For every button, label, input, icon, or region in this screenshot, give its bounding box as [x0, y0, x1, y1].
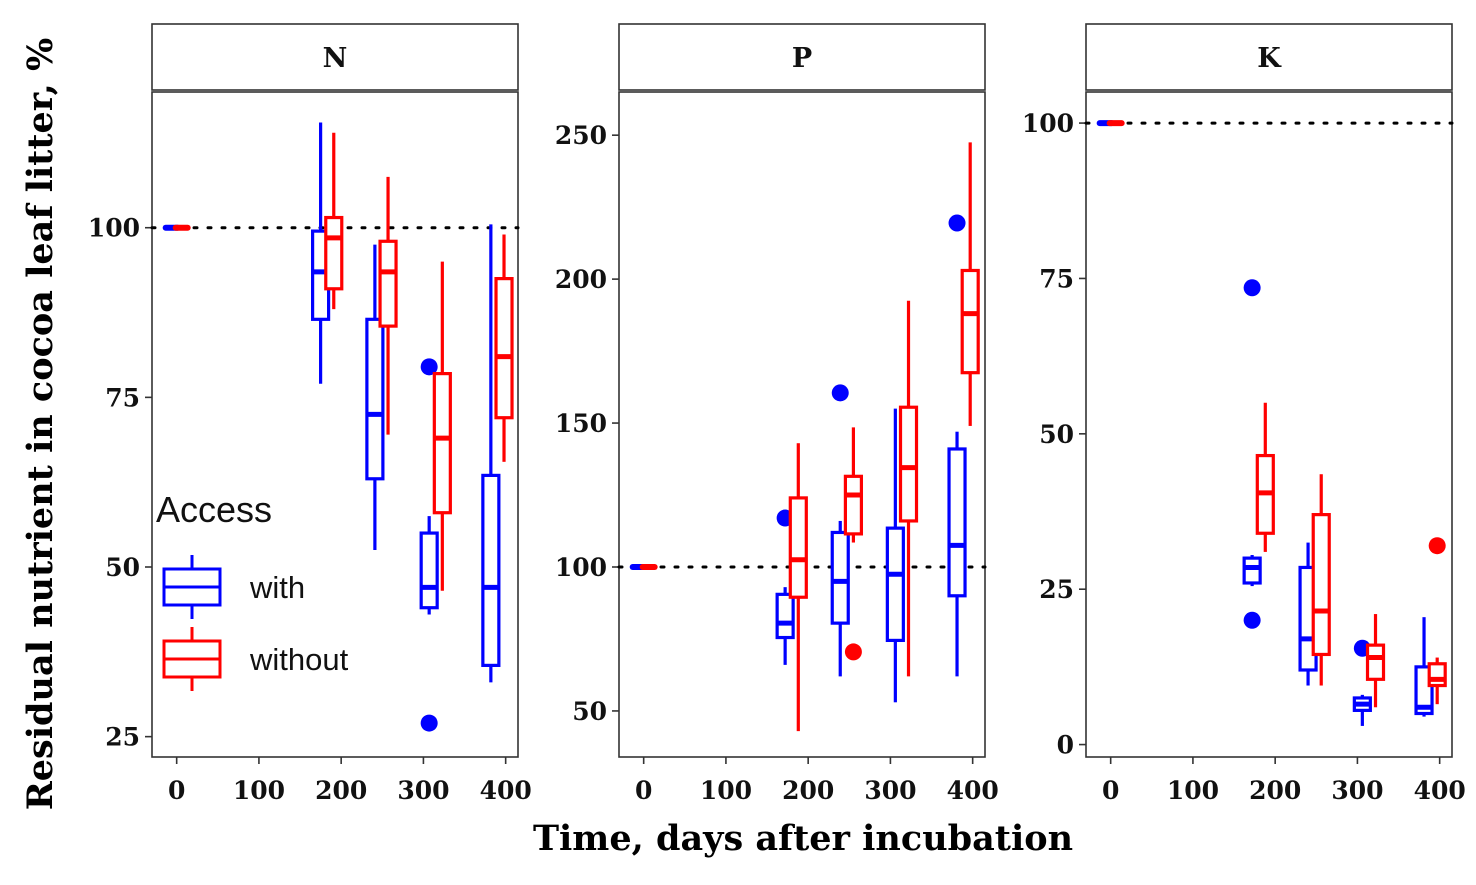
legend-label-without: without: [249, 642, 349, 677]
outlier-point: [420, 714, 438, 732]
box-iqr: [788, 496, 808, 599]
y-tick-label: 250: [555, 121, 607, 150]
x-tick-label: 200: [1249, 776, 1301, 805]
box-iqr: [1365, 643, 1386, 681]
y-tick-label: 25: [1039, 575, 1074, 604]
y-tick-label: 100: [88, 214, 140, 243]
box-with-day-307: [419, 358, 439, 732]
box-with-day-241: [365, 244, 385, 551]
box-iqr: [494, 277, 514, 420]
x-tick-label: 400: [480, 776, 532, 805]
x-tick-label: 0: [1102, 776, 1119, 805]
box-without-day-257: [378, 176, 398, 435]
box-without-day-188: [1255, 402, 1275, 552]
box-iqr: [365, 317, 385, 481]
box-iqr: [1311, 513, 1331, 657]
panel-frame: [618, 91, 986, 758]
x-tick-label: 300: [397, 776, 449, 805]
box-iqr: [432, 372, 452, 515]
box-without-day-322: [898, 300, 919, 677]
box-without-day-188: [788, 443, 808, 732]
box-without-day-398: [494, 234, 514, 462]
box-without-day-397: [1427, 537, 1447, 705]
box-iqr: [1242, 556, 1262, 585]
outlier-point: [1243, 279, 1261, 297]
y-tick-label: 75: [105, 383, 140, 412]
y-tick-label: 100: [555, 553, 607, 582]
panel-p: P 50 100 150 200 250 0 100 200 300 400: [555, 23, 999, 805]
legend: Access with without: [156, 489, 349, 691]
y-tick-label: 0: [1057, 731, 1074, 760]
box-with-day-382: [481, 224, 501, 683]
panel-n: N 25 50 75 100 0 100 200 300 400: [88, 23, 532, 805]
y-tick-label: 150: [555, 409, 607, 438]
box-iqr: [960, 268, 980, 375]
y-tick-label: 75: [1039, 264, 1074, 293]
box-with-day-239: [830, 384, 850, 677]
outlier-point: [1428, 537, 1446, 555]
x-tick-label: 400: [947, 776, 999, 805]
x-tick-label: 0: [635, 776, 652, 805]
y-tick-label: 50: [1039, 420, 1074, 449]
box-without-day-256: [1311, 474, 1331, 686]
x-tick-label: 100: [700, 776, 752, 805]
outlier-point: [844, 643, 862, 661]
y-axis-title: Residual nutrient in cocoa leaf litter, …: [20, 38, 61, 811]
box-iqr: [775, 592, 795, 640]
facet-strip: [151, 23, 519, 91]
x-tick-label: 0: [168, 776, 185, 805]
box-iqr: [378, 239, 398, 328]
legend-label-with: with: [249, 570, 305, 605]
box-iqr: [885, 526, 905, 643]
box-with-day-306: [1352, 639, 1372, 726]
box-iqr: [419, 531, 439, 610]
legend-title: Access: [156, 489, 272, 530]
panel-k: K 0 25 50 75 100 0 100 200 300 400: [1022, 23, 1466, 805]
box-iqr: [481, 473, 501, 667]
box-without-day-255: [843, 427, 864, 661]
x-tick-label: 300: [864, 776, 916, 805]
box-with-day-172: [1242, 279, 1262, 629]
y-tick-label: 25: [105, 723, 140, 752]
box-without-day-191: [324, 132, 344, 310]
outlier-point: [831, 384, 849, 402]
facet-strip: [1085, 23, 1453, 91]
y-tick-label: 200: [555, 265, 607, 294]
box-iqr: [898, 405, 919, 523]
legend-key-without: [162, 627, 222, 691]
box-with-day-306: [885, 408, 905, 703]
box-iqr: [324, 215, 344, 291]
outlier-point: [948, 214, 966, 232]
box-iqr: [830, 530, 850, 625]
x-tick-label: 200: [315, 776, 367, 805]
box-iqr: [1427, 662, 1447, 688]
x-tick-label: 200: [782, 776, 834, 805]
outlier-point: [420, 358, 438, 376]
facet-label: K: [1257, 43, 1282, 74]
x-tick-label: 300: [1331, 776, 1383, 805]
facet-strip: [618, 23, 986, 91]
x-tick-label: 100: [1167, 776, 1219, 805]
box-iqr: [843, 474, 864, 536]
panel-frame: [1085, 91, 1453, 758]
facet-label: P: [792, 43, 812, 74]
box-without-day-397: [960, 142, 980, 426]
facet-label: N: [323, 43, 348, 74]
box-with-day-381: [947, 214, 967, 677]
x-axis-title: Time, days after incubation: [533, 818, 1073, 859]
box-without-day-322: [1365, 614, 1386, 708]
legend-key-with: [162, 555, 222, 619]
box-iqr: [947, 447, 967, 598]
outlier-point: [1243, 611, 1261, 629]
y-tick-label: 50: [572, 697, 607, 726]
x-tick-label: 100: [233, 776, 285, 805]
y-tick-label: 50: [105, 553, 140, 582]
box-without-day-323: [432, 261, 452, 591]
box-with-day-381: [1414, 617, 1434, 717]
y-tick-label: 100: [1022, 109, 1074, 138]
x-tick-label: 400: [1414, 776, 1466, 805]
